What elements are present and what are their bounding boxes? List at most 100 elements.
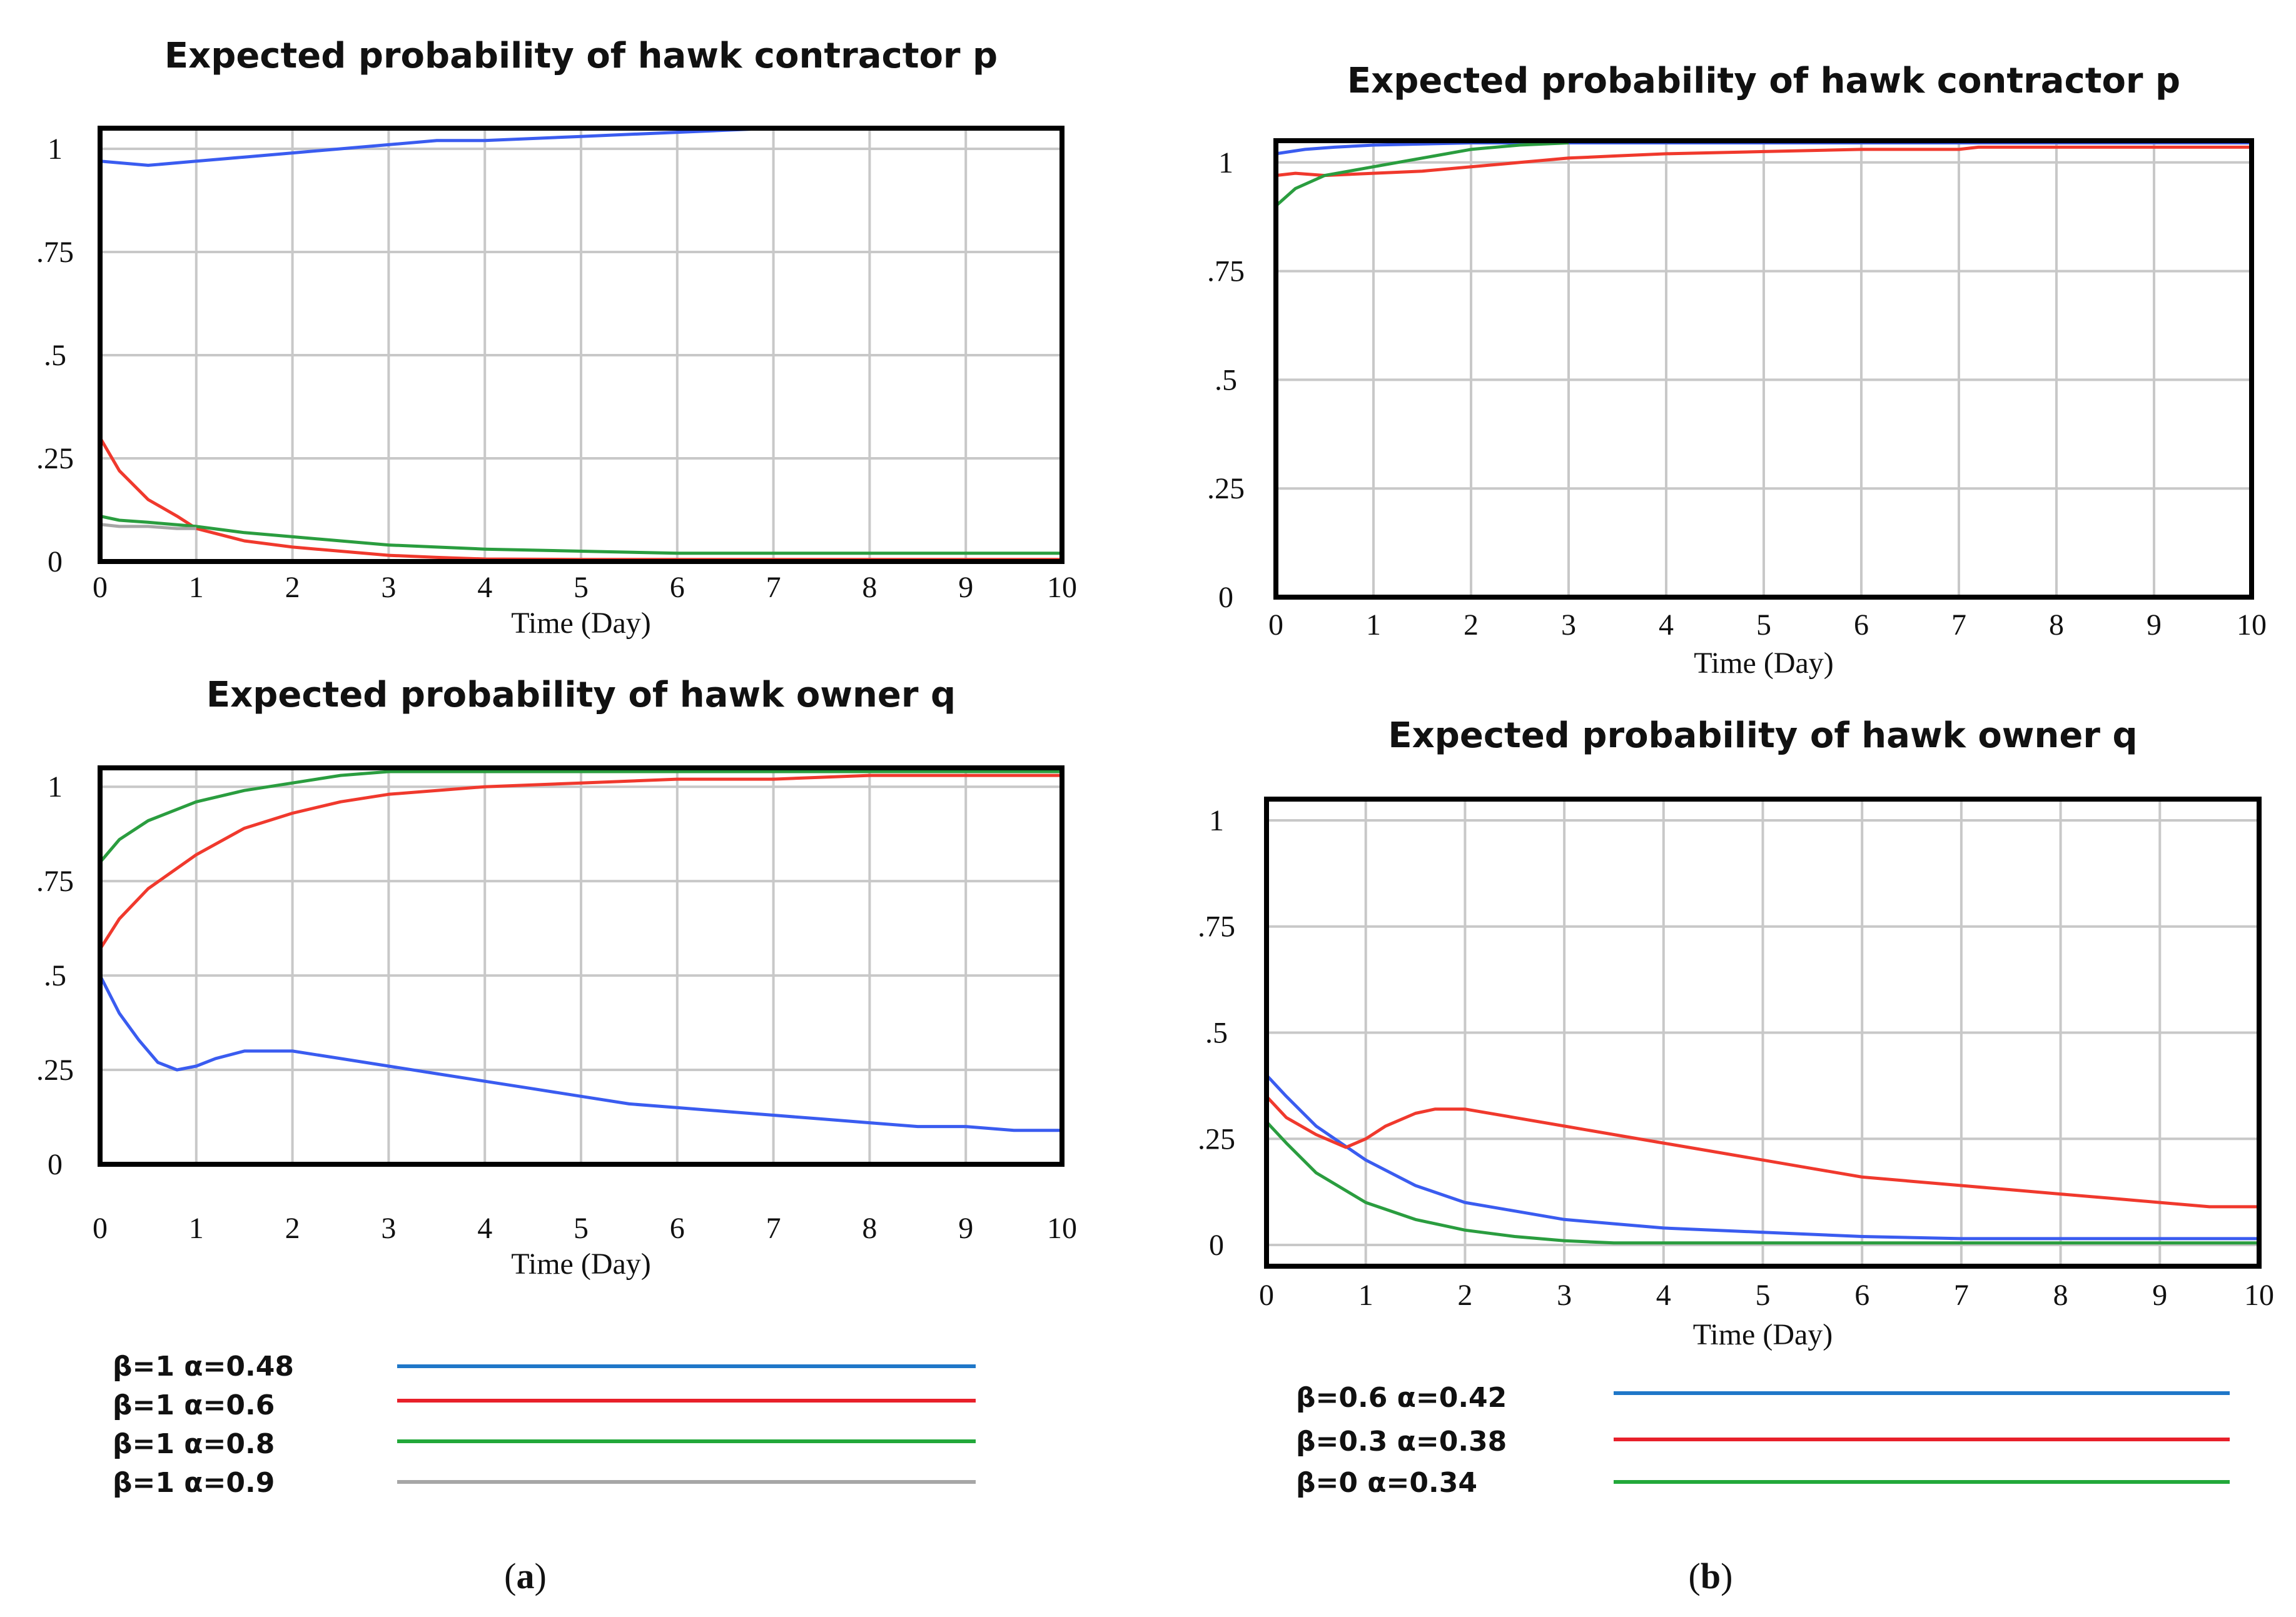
legend-b-label-0: β=0.6 α=0.42	[1296, 1382, 1507, 1414]
plot-frame	[1264, 797, 2262, 1269]
x-tick-label: 2	[285, 1212, 300, 1245]
caption-a-letter: a	[517, 1556, 535, 1596]
y-tick-label: .75	[36, 236, 74, 269]
x-axis-label: Time (Day)	[1693, 1318, 1833, 1351]
y-tick-label: .75	[1207, 255, 1245, 288]
y-tick-label: .75	[36, 865, 74, 898]
series-line-2	[99, 770, 1062, 864]
x-tick-label: 9	[2152, 1279, 2167, 1312]
y-tick-label: .75	[1198, 910, 1235, 944]
x-tick-label: 5	[574, 571, 589, 604]
x-tick-label: 8	[862, 1212, 877, 1245]
x-tick-label: 4	[477, 571, 492, 604]
x-tick-label: 9	[958, 1212, 973, 1245]
x-tick-label: 6	[670, 1212, 685, 1245]
chart-b-top: Expected probability of hawk contractor …	[1207, 61, 2267, 680]
series-line-2	[1265, 1121, 2259, 1245]
legend-b: β=0.6 α=0.42 β=0.3 α=0.38 β=0 α=0.34	[1296, 1382, 2230, 1499]
x-tick-label: 7	[766, 1212, 781, 1245]
series-line-1	[98, 773, 1062, 950]
series-line-1	[1265, 1095, 2259, 1209]
x-tick-label: 3	[1561, 608, 1576, 642]
y-tick-label: .25	[1207, 472, 1245, 505]
x-tick-label: 2	[1464, 608, 1479, 642]
x-tick-label: 6	[1854, 608, 1869, 642]
x-tick-label: 5	[1756, 608, 1771, 642]
x-axis-label: Time (Day)	[1694, 647, 1834, 680]
legend-a-label-3: β=1 α=0.9	[113, 1467, 275, 1499]
x-tick-label: 4	[1659, 608, 1674, 642]
chart-a-bottom: Expected probability of hawk owner q 0 1 2 3…	[36, 675, 1077, 1281]
x-axis-label: Time (Day)	[511, 607, 651, 640]
y-tick-label: 1	[1218, 146, 1233, 179]
legend-a: β=1 α=0.48 β=1 α=0.6 β=1 α=0.8 β=1 α=0.9	[113, 1351, 976, 1499]
chart-title: Expected probability of hawk contractor …	[1347, 61, 2180, 101]
x-tick-label: 5	[574, 1212, 589, 1245]
x-tick-label: 3	[381, 1212, 396, 1245]
x-tick-label: 3	[381, 571, 396, 604]
x-tick-label: 6	[1854, 1279, 1869, 1312]
legend-a-label-1: β=1 α=0.6	[113, 1389, 275, 1421]
chart-b-bottom: Expected probability of hawk owner q 0 1 2 3…	[1198, 715, 2274, 1351]
y-tick-label: 1	[1209, 804, 1224, 837]
y-tick-label: .5	[44, 339, 66, 372]
x-tick-label: 10	[1047, 1212, 1077, 1245]
x-tick-label: 2	[285, 571, 300, 604]
series-line-2	[1275, 141, 1569, 208]
chart-title: Expected probability of hawk contractor …	[164, 36, 998, 76]
x-tick-label: 7	[766, 571, 781, 604]
y-tick-label: 0	[1209, 1229, 1224, 1262]
series-line-3	[99, 523, 196, 530]
x-tick-label: 10	[2244, 1279, 2274, 1312]
y-tick-label: .25	[1198, 1122, 1235, 1156]
series-line-1	[1275, 145, 2252, 178]
x-tick-label: 4	[477, 1212, 492, 1245]
caption-a: (a)	[504, 1556, 547, 1596]
y-tick-label: 1	[48, 133, 63, 166]
x-tick-label: 7	[1954, 1279, 1969, 1312]
x-tick-label: 1	[189, 571, 204, 604]
x-tick-label: 0	[93, 571, 108, 604]
x-tick-label: 1	[189, 1212, 204, 1245]
plot-frame	[1273, 138, 2254, 600]
x-tick-label: 4	[1656, 1279, 1671, 1312]
y-tick-label: .25	[36, 442, 74, 475]
chart-title: Expected probability of hawk owner q	[206, 675, 956, 715]
legend-b-label-1: β=0.3 α=0.38	[1296, 1426, 1507, 1458]
y-tick-label: .5	[1215, 363, 1237, 396]
series-line-0	[98, 974, 1062, 1132]
legend-a-label-0: β=1 α=0.48	[113, 1351, 294, 1383]
x-tick-label: 7	[1951, 608, 1966, 642]
legend-a-label-2: β=1 α=0.8	[113, 1428, 275, 1460]
caption-b: (b)	[1689, 1556, 1733, 1596]
x-tick-label: 8	[2053, 1279, 2068, 1312]
x-tick-label: 3	[1557, 1279, 1572, 1312]
x-tick-label: 0	[93, 1212, 108, 1245]
legend-b-label-2: β=0 α=0.34	[1296, 1467, 1477, 1499]
x-tick-label: 8	[862, 571, 877, 604]
chart-a-top: Expected probability of hawk contractor …	[36, 36, 1077, 640]
y-tick-label: .25	[36, 1054, 74, 1087]
y-tick-label: .5	[1205, 1017, 1228, 1050]
chart-title: Expected probability of hawk owner q	[1388, 715, 2137, 756]
x-tick-label: 5	[1756, 1279, 1771, 1312]
x-axis-label: Time (Day)	[511, 1247, 651, 1281]
y-tick-label: .5	[44, 959, 66, 992]
y-tick-label: 1	[48, 770, 63, 803]
x-tick-label: 8	[2049, 608, 2064, 642]
y-tick-label: 0	[48, 1148, 63, 1181]
x-tick-label: 10	[2237, 608, 2267, 642]
plot-frame	[98, 765, 1065, 1167]
x-tick-label: 0	[1259, 1279, 1274, 1312]
x-tick-label: 1	[1358, 1279, 1373, 1312]
y-tick-label: 0	[1218, 581, 1233, 614]
plot-frame	[98, 126, 1065, 564]
caption-b-letter: b	[1701, 1556, 1721, 1596]
x-tick-label: 0	[1268, 608, 1283, 642]
y-tick-label: 0	[48, 545, 63, 578]
series-line-2	[99, 514, 1062, 555]
x-tick-label: 6	[670, 571, 685, 604]
x-tick-label: 9	[958, 571, 973, 604]
series-line-0	[1265, 1074, 2259, 1241]
